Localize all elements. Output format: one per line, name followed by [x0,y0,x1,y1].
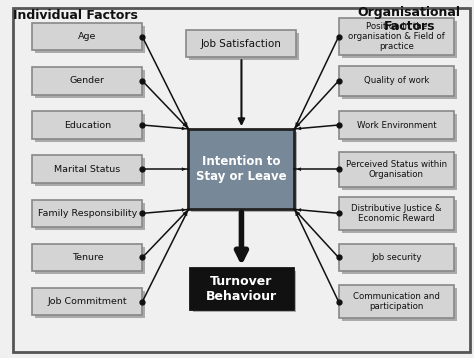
Text: Family Responsibility: Family Responsibility [38,209,137,218]
Text: Job Satisfaction: Job Satisfaction [201,39,282,49]
Text: Tenure: Tenure [72,253,103,262]
FancyBboxPatch shape [190,268,293,310]
FancyBboxPatch shape [342,114,457,142]
FancyBboxPatch shape [342,288,457,321]
FancyBboxPatch shape [36,158,146,186]
FancyBboxPatch shape [36,114,146,142]
Text: Quality of work: Quality of work [364,76,429,85]
FancyBboxPatch shape [342,200,457,233]
FancyBboxPatch shape [36,26,146,53]
FancyBboxPatch shape [338,151,455,187]
FancyBboxPatch shape [190,33,300,60]
FancyBboxPatch shape [342,154,457,190]
FancyBboxPatch shape [191,132,297,212]
FancyBboxPatch shape [32,200,142,227]
FancyBboxPatch shape [338,18,455,55]
FancyBboxPatch shape [342,21,457,58]
FancyBboxPatch shape [186,30,296,57]
FancyBboxPatch shape [32,23,142,50]
FancyBboxPatch shape [193,271,296,313]
Text: Job security: Job security [371,253,422,262]
FancyBboxPatch shape [338,244,455,271]
Text: Turnover
Behaviour: Turnover Behaviour [206,275,277,303]
Text: Job Commitment: Job Commitment [47,297,127,306]
FancyBboxPatch shape [32,67,142,95]
Text: Distributive Justice &
Economic Reward: Distributive Justice & Economic Reward [351,204,442,223]
Text: Work Environment: Work Environment [356,121,436,130]
FancyBboxPatch shape [338,197,455,230]
FancyBboxPatch shape [32,111,142,139]
Text: Position in the
organisation & Field of
practice: Position in the organisation & Field of … [348,22,445,51]
FancyBboxPatch shape [36,247,146,274]
FancyBboxPatch shape [342,69,457,98]
FancyBboxPatch shape [32,155,142,183]
FancyBboxPatch shape [36,70,146,97]
FancyBboxPatch shape [338,285,455,318]
Text: Gender: Gender [70,76,105,85]
FancyBboxPatch shape [32,288,142,315]
Text: Age: Age [78,32,97,41]
Text: Education: Education [64,121,111,130]
Text: Intention to
Stay or Leave: Intention to Stay or Leave [196,155,287,183]
FancyBboxPatch shape [32,244,142,271]
FancyBboxPatch shape [189,129,294,209]
FancyBboxPatch shape [338,111,455,139]
Text: Individual Factors: Individual Factors [13,9,138,21]
FancyBboxPatch shape [338,66,455,96]
Text: Organisational
Factors: Organisational Factors [358,6,461,33]
Text: Perceived Status within
Organisation: Perceived Status within Organisation [346,160,447,179]
FancyBboxPatch shape [13,8,470,352]
Text: Communication and
participation: Communication and participation [353,292,440,311]
FancyBboxPatch shape [36,203,146,230]
Text: Marital Status: Marital Status [54,165,120,174]
FancyBboxPatch shape [36,291,146,318]
FancyBboxPatch shape [342,247,457,274]
